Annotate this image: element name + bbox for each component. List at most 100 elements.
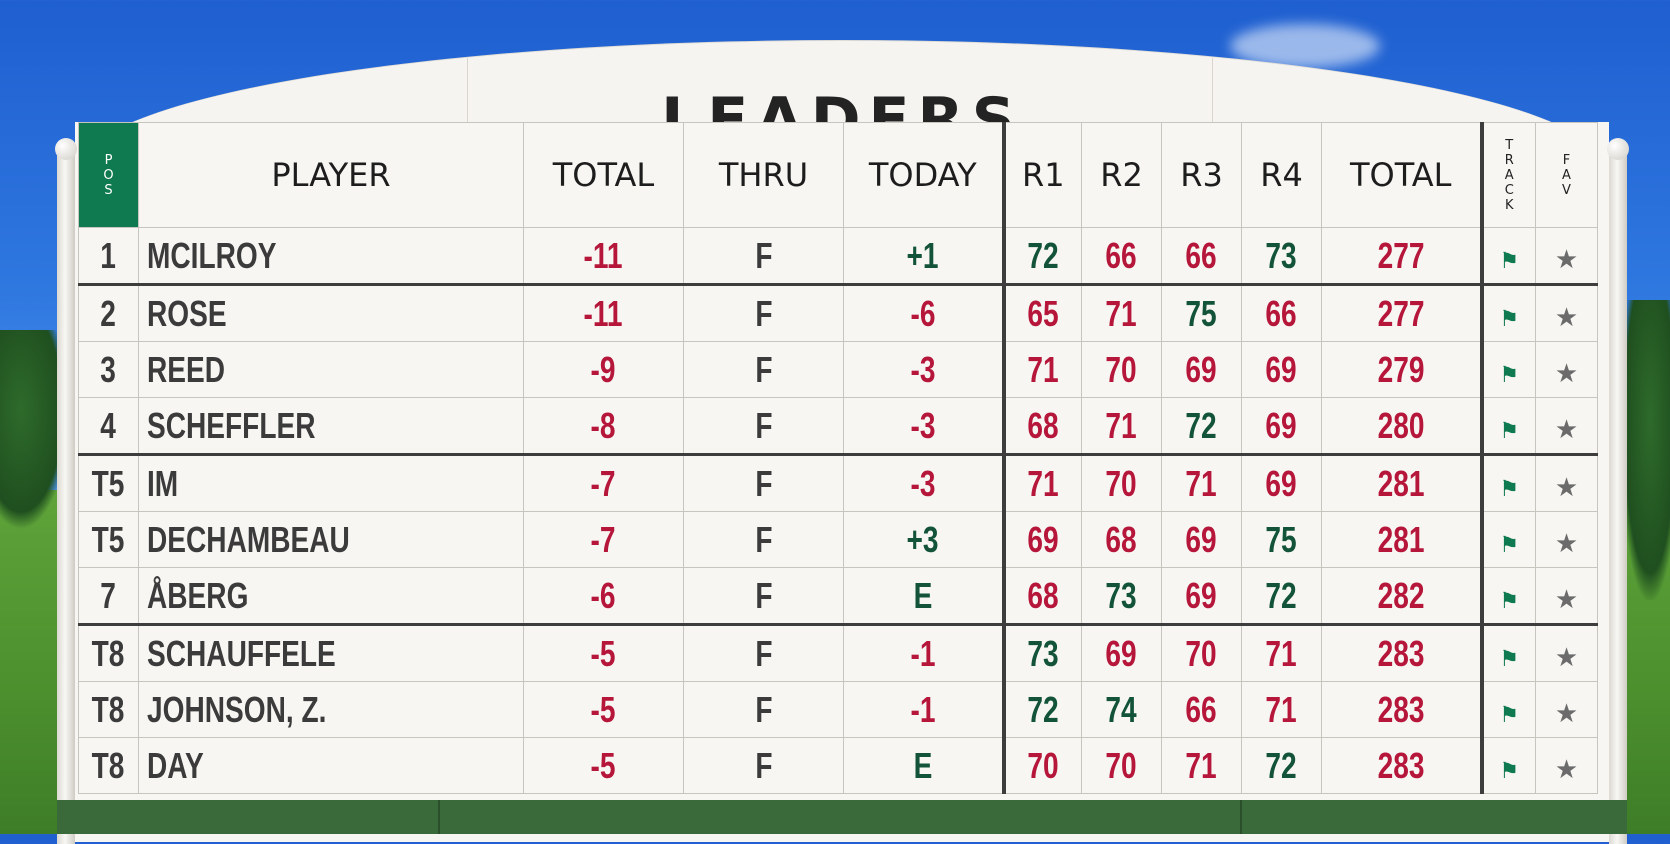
- today-cell-text: +3: [906, 518, 939, 560]
- player-name-cell: ROSE: [138, 283, 524, 342]
- thru-cell-text: F: [754, 632, 773, 674]
- total-strokes-cell: 281: [1321, 511, 1484, 568]
- player-row[interactable]: 2 ROSE -11 F -6 65 71 75 66 277 ⚑ ★: [78, 283, 1598, 342]
- track-cell[interactable]: ⚑: [1481, 511, 1536, 568]
- flag-icon[interactable]: ⚑: [1499, 305, 1520, 331]
- track-cell[interactable]: ⚑: [1481, 737, 1536, 794]
- star-icon[interactable]: ★: [1554, 527, 1579, 558]
- round1-cell-text: 72: [1027, 688, 1059, 730]
- round2-cell-text: 70: [1105, 348, 1138, 390]
- round2-cell: 68: [1081, 511, 1162, 568]
- star-icon[interactable]: ★: [1554, 697, 1579, 728]
- star-icon[interactable]: ★: [1554, 301, 1579, 332]
- total-to-par-cell: -5: [523, 681, 684, 738]
- round2-cell-text: 68: [1105, 518, 1138, 560]
- fav-cell[interactable]: ★: [1535, 397, 1598, 455]
- track-cell[interactable]: ⚑: [1481, 453, 1536, 512]
- thru-cell-text: F: [754, 462, 773, 504]
- round3-cell: 70: [1161, 623, 1242, 682]
- thru-cell-text: F: [754, 292, 773, 334]
- track-cell[interactable]: ⚑: [1481, 397, 1536, 455]
- total-strokes-cell: 277: [1321, 283, 1484, 342]
- fav-cell[interactable]: ★: [1535, 227, 1598, 285]
- player-name-cell: SCHAUFFELE: [138, 623, 524, 682]
- track-cell[interactable]: ⚑: [1481, 341, 1536, 398]
- total-strokes-cell-text: 281: [1377, 518, 1425, 560]
- today-cell: -3: [843, 341, 1006, 398]
- player-row[interactable]: 1 MCILROY -11 F +1 72 66 66 73 277 ⚑ ★: [78, 227, 1598, 285]
- star-icon[interactable]: ★: [1554, 583, 1579, 614]
- round1-cell: 72: [1003, 227, 1082, 285]
- round3-cell-text: 66: [1185, 234, 1218, 276]
- round1-cell: 69: [1003, 511, 1082, 568]
- pos-cell-text: T8: [92, 632, 125, 674]
- round3-cell-text: 75: [1185, 292, 1218, 334]
- round4-cell: 71: [1241, 681, 1322, 738]
- round3-cell-text: 66: [1185, 688, 1218, 730]
- fav-cell[interactable]: ★: [1535, 737, 1598, 794]
- player-name-cell-text: DAY: [147, 744, 204, 786]
- header-pos-label: POS: [103, 152, 114, 198]
- star-icon[interactable]: ★: [1554, 471, 1579, 502]
- star-icon[interactable]: ★: [1554, 413, 1579, 444]
- arch-seam: [467, 58, 468, 160]
- track-cell[interactable]: ⚑: [1481, 283, 1536, 342]
- round3-cell-text: 71: [1185, 744, 1218, 786]
- round2-cell: 73: [1081, 567, 1162, 625]
- flag-icon[interactable]: ⚑: [1499, 247, 1520, 273]
- round3-cell: 75: [1161, 283, 1242, 342]
- player-name-cell: REED: [138, 341, 524, 398]
- player-row[interactable]: 4 SCHEFFLER -8 F -3 68 71 72 69 280 ⚑ ★: [78, 397, 1598, 455]
- star-icon[interactable]: ★: [1554, 641, 1579, 672]
- today-cell: -1: [843, 623, 1006, 682]
- star-icon[interactable]: ★: [1554, 753, 1579, 784]
- fav-cell[interactable]: ★: [1535, 453, 1598, 512]
- round3-cell: 69: [1161, 511, 1242, 568]
- fav-cell[interactable]: ★: [1535, 341, 1598, 398]
- player-row[interactable]: T5 IM -7 F -3 71 70 71 69 281 ⚑ ★: [78, 453, 1598, 512]
- total-strokes-cell-text: 279: [1377, 348, 1425, 390]
- star-icon[interactable]: ★: [1554, 357, 1579, 388]
- flag-icon[interactable]: ⚑: [1499, 417, 1520, 443]
- flag-icon[interactable]: ⚑: [1499, 645, 1520, 671]
- flag-icon[interactable]: ⚑: [1499, 701, 1520, 727]
- flag-icon[interactable]: ⚑: [1499, 757, 1520, 783]
- player-name-cell: MCILROY: [138, 227, 524, 285]
- track-cell[interactable]: ⚑: [1481, 567, 1536, 625]
- flag-icon[interactable]: ⚑: [1499, 361, 1520, 387]
- player-row[interactable]: T8 JOHNSON, Z. -5 F -1 72 74 66 71 283 ⚑ ★: [78, 681, 1598, 738]
- pos-cell: 2: [78, 283, 139, 342]
- fav-cell[interactable]: ★: [1535, 283, 1598, 342]
- round4-cell-text: 72: [1265, 744, 1298, 786]
- round1-cell-text: 70: [1027, 744, 1059, 786]
- total-strokes-cell-text: 277: [1377, 234, 1425, 276]
- player-row[interactable]: T8 DAY -5 F E 70 70 71 72 283 ⚑ ★: [78, 737, 1598, 794]
- fav-cell[interactable]: ★: [1535, 681, 1598, 738]
- round1-cell-text: 68: [1027, 574, 1059, 616]
- track-cell[interactable]: ⚑: [1481, 681, 1536, 738]
- star-icon[interactable]: ★: [1554, 243, 1579, 274]
- player-row[interactable]: 7 ÅBERG -6 F E 68 73 69 72 282 ⚑ ★: [78, 567, 1598, 625]
- flag-icon[interactable]: ⚑: [1499, 587, 1520, 613]
- fav-cell[interactable]: ★: [1535, 623, 1598, 682]
- round3-cell: 66: [1161, 227, 1242, 285]
- player-name-cell-text: MCILROY: [147, 234, 277, 276]
- player-row[interactable]: T5 DECHAMBEAU -7 F +3 69 68 69 75 281 ⚑ ★: [78, 511, 1598, 568]
- left-pole-cap: [55, 138, 77, 160]
- player-name-cell-text: SCHAUFFELE: [147, 632, 336, 674]
- total-to-par-cell: -5: [523, 737, 684, 794]
- today-cell-text: -3: [910, 404, 936, 446]
- fav-cell[interactable]: ★: [1535, 567, 1598, 625]
- thru-cell: F: [683, 567, 844, 625]
- track-cell[interactable]: ⚑: [1481, 623, 1536, 682]
- header-fav-label: FAV: [1562, 152, 1571, 198]
- track-cell[interactable]: ⚑: [1481, 227, 1536, 285]
- flag-icon[interactable]: ⚑: [1499, 475, 1520, 501]
- player-row[interactable]: 3 REED -9 F -3 71 70 69 69 279 ⚑ ★: [78, 341, 1598, 398]
- player-row[interactable]: T8 SCHAUFFELE -5 F -1 73 69 70 71 283 ⚑ ★: [78, 623, 1598, 682]
- flag-icon[interactable]: ⚑: [1499, 531, 1520, 557]
- fav-cell[interactable]: ★: [1535, 511, 1598, 568]
- round4-cell: 69: [1241, 453, 1322, 512]
- round4-cell: 75: [1241, 511, 1322, 568]
- player-name-cell: SCHEFFLER: [138, 397, 524, 455]
